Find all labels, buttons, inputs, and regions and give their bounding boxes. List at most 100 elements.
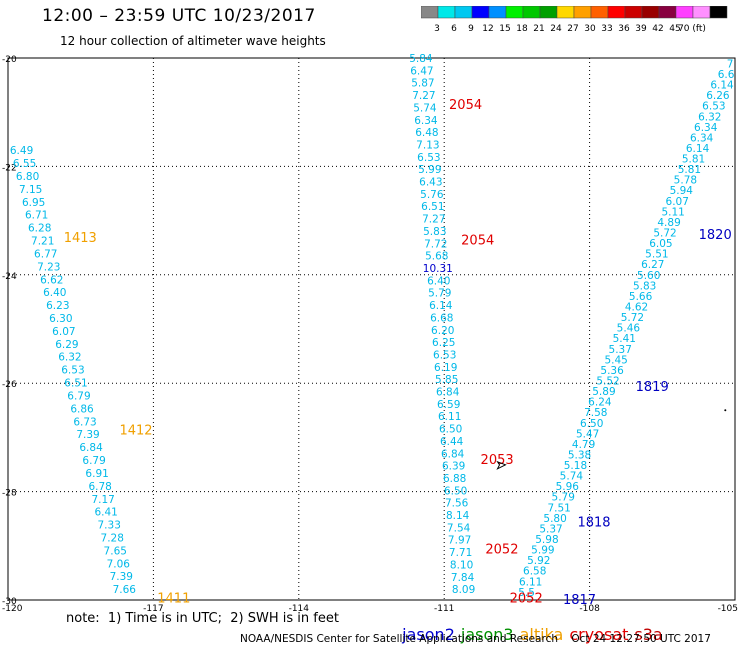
wave-height-value: 5.60 [637,270,660,282]
wave-height-value: 6.44 [440,436,464,448]
satellite-key: jason2 jason3 altika cryosat s3a [392,606,669,644]
wave-height-value: 6.58 [523,566,546,578]
y-tick-label: -24 [2,272,17,282]
wave-height-value: 5.79 [428,288,451,300]
wave-height-value: 4.89 [657,217,680,229]
satellite-altika: altika [519,625,564,644]
wave-height-value: 7.66 [113,584,137,596]
map-dot [724,409,727,412]
scale-label: 3 [434,24,440,34]
wave-height-value: 5.79 [552,492,575,504]
pass-time-label: 1820 [699,228,732,243]
scale-label: 45 [669,24,680,34]
wave-height-value: 5.41 [613,333,636,345]
wave-height-value: 6.49 [10,145,33,157]
scale-label: 6 [451,24,457,34]
x-tick-label: -108 [579,604,600,614]
x-tick-label: -120 [2,604,23,614]
wave-height-value: 6.86 [70,403,94,415]
wave-height-value: 7.58 [584,407,607,419]
wave-height-value: 6.24 [588,397,612,409]
wave-height-value: 5.37 [539,523,562,535]
wave-height-value: 6.53 [61,365,84,377]
wave-height-value: 6.34 [690,132,714,144]
wave-height-value: 6.91 [85,468,108,480]
wave-height-value: 6.50 [580,418,603,430]
wave-height-value: 5.99 [418,164,441,176]
wave-height-value: 5.84 [409,53,433,65]
pass-time-label: 1817 [563,593,596,608]
wave-height-value: 7.21 [31,236,54,248]
wave-height-value: 5.81 [678,164,701,176]
scale-label: 24 [550,24,562,34]
wave-height-value: 6.14 [686,143,710,155]
wave-height-value: 7.27 [412,90,435,102]
wave-height-value: 7.39 [110,571,133,583]
wave-height-value: 6.53 [417,152,440,164]
wave-height-value: 5.74 [413,102,437,114]
scale-label: 15 [499,24,510,34]
wave-height-value: 7.28 [101,533,124,545]
wave-height-value: 5.5 [518,587,535,599]
wave-height-value: 6.84 [79,442,103,454]
wave-height-value: 6.34 [694,122,718,134]
satellite-cryosat: cryosat [569,625,629,644]
wave-height-value: 6.80 [16,171,39,183]
wave-height-value: 5.38 [568,449,591,461]
x-tick-label: -105 [718,604,738,614]
wave-height-value: 5.66 [629,291,653,303]
wave-height-value: 4.62 [625,302,648,314]
scale-label: 70 (ft) [678,24,706,34]
wave-height-value: 7.13 [416,139,439,151]
wave-height-value: 5.99 [531,545,554,557]
wave-height-value: 7.51 [547,502,570,514]
pass-time-label: 1818 [577,515,610,530]
wave-height-value: 7.15 [19,184,42,196]
wave-height-value: 6.05 [649,238,672,250]
wave-height-value: 6.27 [641,259,664,271]
wave-height-value: 5.87 [411,78,434,90]
wave-height-value: 5.81 [682,154,705,166]
wave-height-value: 6.28 [28,223,51,235]
wave-height-value: 5.45 [604,354,627,366]
wave-height-value: 6.62 [40,274,63,286]
scale-label: 33 [601,24,612,34]
wave-height-value: 6.79 [67,390,90,402]
wave-height-value: 7.23 [37,261,60,273]
wave-height-value: 8.10 [450,559,473,571]
y-tick-label: -30 [2,597,17,607]
scale-label: 9 [468,24,474,34]
scale-label: 36 [618,24,630,34]
wave-height-value: 6.41 [94,507,117,519]
wave-height-value: 6.40 [43,287,66,299]
wave-height-value: 7.39 [76,429,99,441]
wave-height-value: 7.97 [448,535,471,547]
wave-height-value: 6.53 [433,349,456,361]
wave-height-value: 6.95 [22,197,45,209]
wave-height-value: 6.59 [437,399,460,411]
wave-height-value: 6.84 [436,387,460,399]
wave-height-value: 5.74 [560,471,584,483]
wave-height-value: 7.71 [449,547,472,559]
pointer-icon [496,460,507,470]
wave-height-value: 6.79 [82,455,105,467]
pass-time-label: 1819 [636,380,669,395]
wave-height-value: 5.72 [621,312,644,324]
chart-title: 12:00 – 23:59 UTC 10/23/2017 [42,6,316,26]
satellite-jason3: jason3 [460,625,514,644]
wave-height-value: 7.84 [451,572,475,584]
wave-height-value: 5.80 [543,513,566,525]
footnote: note: 1) Time is in UTC; 2) SWH is in fe… [66,611,339,626]
y-tick-label: -26 [2,380,17,390]
wave-height-value: 6.34 [414,115,438,127]
x-tick-label: -114 [289,604,310,614]
wave-height-value: 6.53 [702,101,725,113]
wave-height-value: 7.27 [422,214,445,226]
wave-height-value: 5.94 [670,185,694,197]
wave-height-value: 6.73 [73,416,96,428]
wave-height-value: 6.32 [58,352,81,364]
scale-label: 30 [584,24,596,34]
wave-height-value: 5.46 [617,323,641,335]
wave-height-value: 5.11 [661,206,684,218]
